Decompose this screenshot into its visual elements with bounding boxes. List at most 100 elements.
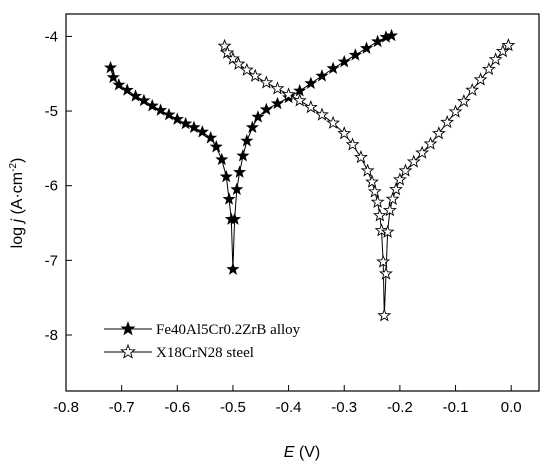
data-point <box>370 194 385 209</box>
data-point <box>372 208 387 222</box>
series-1 <box>217 38 516 322</box>
data-point <box>120 83 134 96</box>
data-point <box>248 68 263 82</box>
data-point <box>281 87 296 101</box>
data-point <box>315 69 329 82</box>
data-point <box>481 61 496 76</box>
legend-entry-steel: X18CrN28 steel <box>104 343 254 361</box>
data-point <box>170 112 184 125</box>
data-point <box>106 70 120 84</box>
legend-marker-filled-star <box>120 321 136 336</box>
data-point <box>112 78 126 91</box>
data-point <box>389 182 403 196</box>
data-point <box>162 107 176 121</box>
y-tick-label: -4 <box>45 28 58 45</box>
data-point <box>501 38 516 52</box>
legend: Fe40Al5Cr0.2ZrB alloy X18CrN28 steel <box>104 321 301 361</box>
data-point <box>217 38 232 53</box>
data-point <box>385 28 399 42</box>
data-point <box>259 75 274 89</box>
legend-marker-open-star <box>120 343 136 359</box>
data-point <box>488 52 503 66</box>
series-layer <box>103 28 516 322</box>
x-tick-label: -0.4 <box>276 399 302 416</box>
data-point <box>406 154 421 168</box>
data-point <box>228 212 242 225</box>
data-point <box>398 163 413 177</box>
data-point <box>473 72 488 86</box>
x-tick-label: -0.7 <box>109 399 135 416</box>
data-point <box>230 182 244 195</box>
data-point <box>259 102 273 116</box>
axes-layer: -0.8 -0.7 -0.6 -0.5 -0.4 -0.3 -0.2 -0.1 0.0 -8 -7 -… <box>45 28 522 416</box>
data-point <box>495 44 510 58</box>
data-point <box>226 262 240 275</box>
data-point <box>270 81 285 95</box>
data-point <box>292 93 307 107</box>
data-point <box>345 137 360 151</box>
data-point <box>240 134 254 147</box>
data-point <box>376 254 391 268</box>
legend-entry-alloy: Fe40Al5Cr0.2ZrB alloy <box>104 321 301 338</box>
data-point <box>348 48 362 61</box>
data-point <box>315 107 329 121</box>
data-point <box>137 93 151 107</box>
data-point <box>204 131 218 144</box>
y-tick-label: -6 <box>45 178 58 195</box>
x-tick-label: -0.8 <box>53 399 79 416</box>
data-point <box>360 163 375 177</box>
data-point <box>367 184 382 198</box>
data-point <box>245 120 259 134</box>
data-point <box>303 100 318 114</box>
data-point <box>215 152 229 166</box>
data-point <box>392 172 407 186</box>
data-point <box>465 82 480 97</box>
data-point <box>365 174 380 188</box>
data-point <box>225 51 240 65</box>
data-point <box>270 96 284 110</box>
data-point <box>154 103 168 116</box>
data-point <box>236 148 250 162</box>
y-tick-label: -5 <box>45 103 58 120</box>
data-point <box>145 98 159 112</box>
legend-label-alloy: Fe40Al5Cr0.2ZrB alloy <box>156 322 301 338</box>
data-point <box>103 60 118 74</box>
x-tick-label: -0.1 <box>443 399 469 416</box>
data-point <box>231 56 246 70</box>
data-point <box>222 192 236 205</box>
data-point <box>239 62 254 76</box>
data-point <box>448 104 463 118</box>
data-point <box>423 136 438 150</box>
data-point <box>337 126 352 140</box>
data-point <box>371 34 385 48</box>
x-tick-label: -0.5 <box>220 399 246 416</box>
data-point <box>359 41 374 54</box>
y-axis-title: log j (A·cm-2) <box>8 158 26 249</box>
data-point <box>456 94 471 108</box>
data-point <box>209 140 223 153</box>
series-line <box>110 35 392 270</box>
data-point <box>353 150 368 164</box>
data-point <box>220 45 235 59</box>
y-tick-label: -8 <box>45 327 58 344</box>
x-tick-label: 0.0 <box>501 399 522 416</box>
x-tick-label: -0.3 <box>331 399 357 416</box>
data-point <box>219 169 233 183</box>
data-point <box>304 76 318 89</box>
data-point <box>179 116 193 130</box>
data-point <box>382 203 397 217</box>
data-point <box>233 165 247 178</box>
data-point <box>415 145 430 159</box>
x-tick-label: -0.2 <box>387 399 413 416</box>
x-tick-label: -0.6 <box>164 399 190 416</box>
data-point <box>326 61 340 75</box>
data-point <box>187 120 201 134</box>
data-point <box>129 89 143 102</box>
data-point <box>431 126 446 140</box>
x-axis-title: E (V) <box>284 444 320 461</box>
data-point <box>380 224 395 238</box>
series-0 <box>103 28 399 275</box>
plot-frame <box>65 13 540 392</box>
data-point <box>195 125 209 138</box>
